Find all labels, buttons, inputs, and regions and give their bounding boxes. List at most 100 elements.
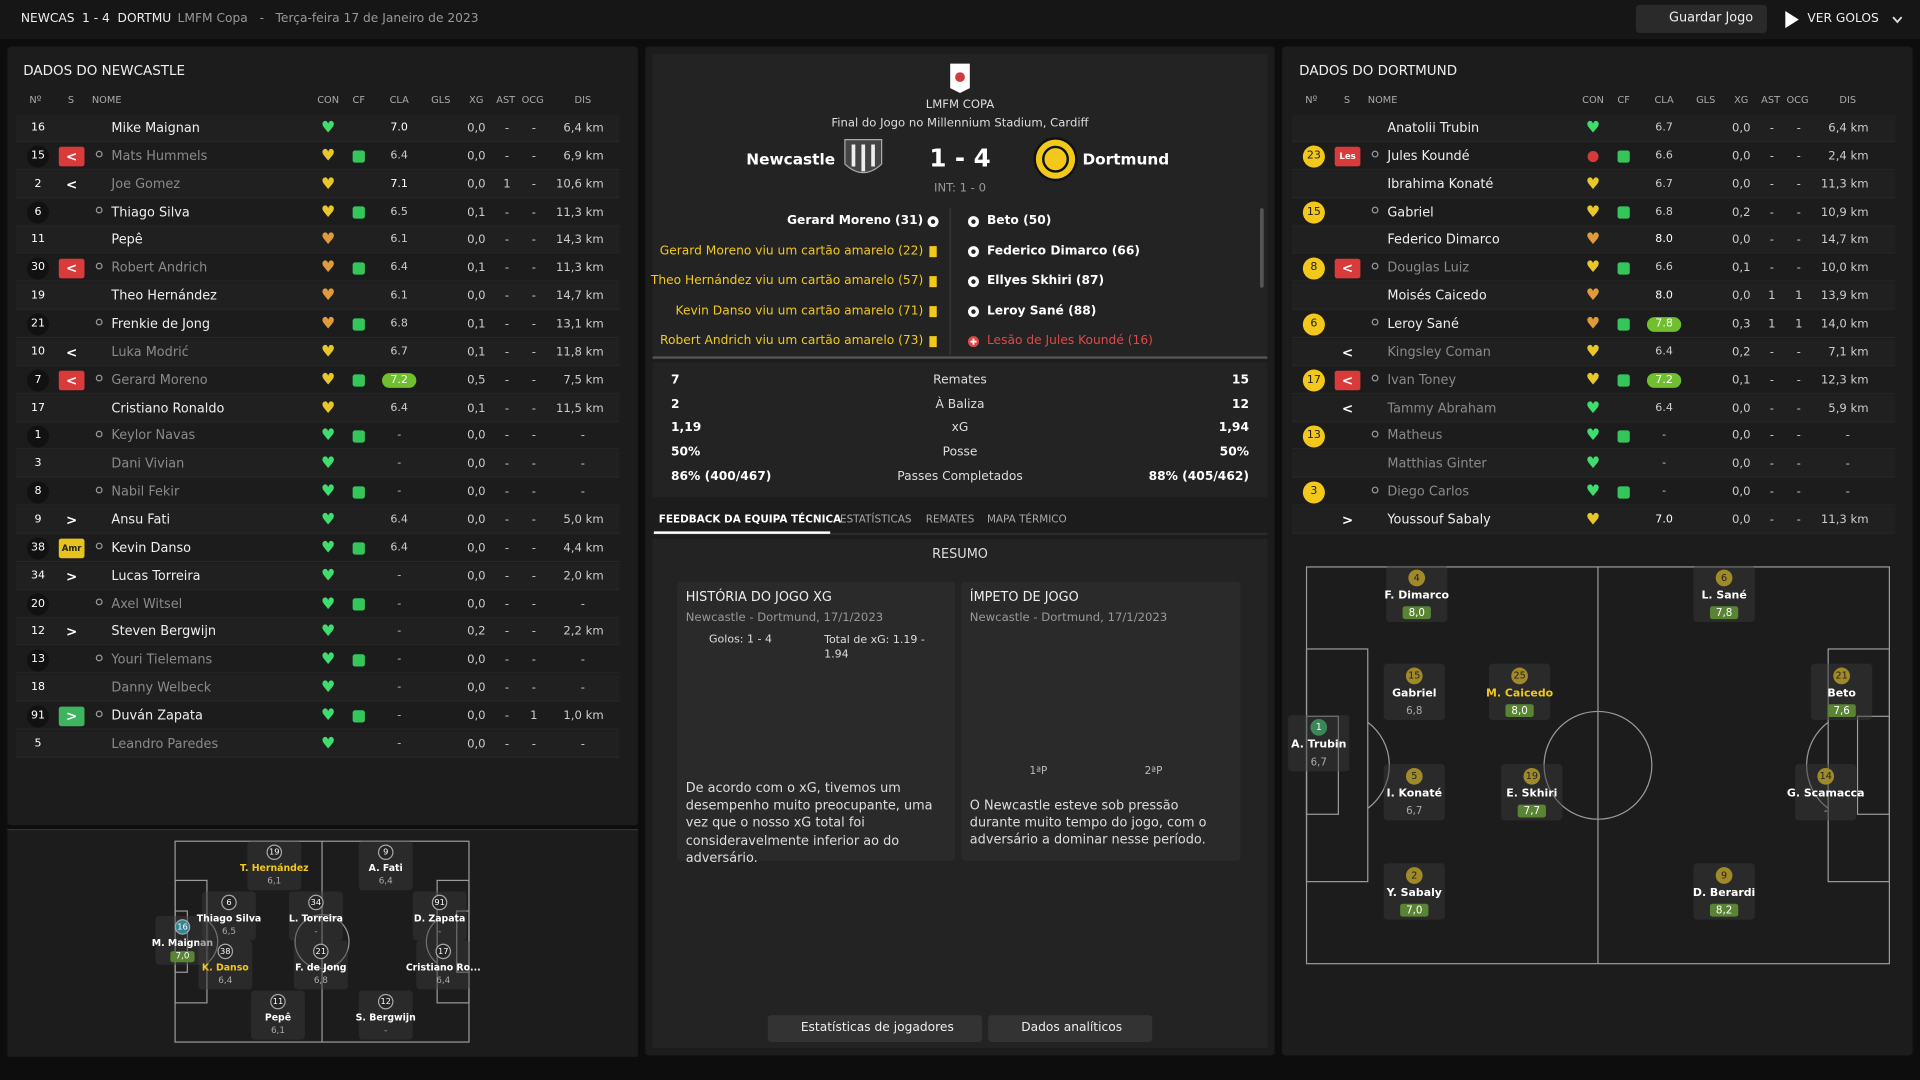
player-name: T. Hernández: [239, 862, 309, 874]
condition: ♥: [321, 706, 336, 726]
number-badge: [1302, 145, 1325, 168]
rating: 6.1: [390, 289, 408, 303]
row: [15, 591, 620, 618]
player-rating: -: [384, 1024, 388, 1036]
chances: -: [531, 205, 536, 220]
button[interactable]: [767, 1015, 983, 1043]
player-token-bg: [1500, 763, 1563, 821]
rating: 7.8: [1655, 317, 1673, 331]
column-header: CLA: [1654, 94, 1674, 106]
player-badge: [1715, 569, 1733, 587]
rating: -: [397, 457, 402, 471]
row: [1291, 255, 1896, 282]
penalty-arc: [1806, 721, 1829, 809]
number-badge: [1302, 313, 1325, 336]
status-badge: [58, 706, 85, 727]
chances: -: [531, 653, 536, 667]
status: >: [65, 568, 78, 585]
save-label[interactable]: Guardar Jogo: [1668, 10, 1754, 26]
distance: 6,4 km: [563, 121, 604, 136]
player-number: 17: [438, 946, 449, 957]
fitness-icon: [352, 542, 365, 555]
number: 7: [1310, 345, 1318, 359]
player-name: Lucas Torreira: [111, 568, 201, 584]
column-header: GLS: [1696, 94, 1716, 106]
tab[interactable]: ESTATÍSTICAS: [840, 514, 912, 527]
save-button[interactable]: [1635, 4, 1767, 34]
player-badge: [1715, 867, 1733, 884]
number: 21: [30, 317, 45, 331]
player-badge: [221, 894, 237, 911]
chances: -: [1796, 149, 1801, 164]
player-rating: 6,4: [218, 974, 233, 986]
row: [15, 535, 620, 562]
condition: ♥: [321, 734, 336, 754]
xg: 0,0: [1731, 513, 1751, 527]
button[interactable]: [988, 1015, 1153, 1043]
distance: 2,0 km: [563, 569, 604, 583]
player-number: 2: [1411, 869, 1418, 881]
player-name: D. Zapata: [413, 912, 466, 924]
xg: 0,2: [467, 625, 486, 639]
fitness-icon: [352, 430, 365, 443]
player-name: Steven Bergwijn: [111, 624, 217, 640]
tab[interactable]: MAPA TÉRMICO: [986, 514, 1067, 527]
player-name: L. Torreira: [288, 912, 343, 924]
row: [15, 199, 620, 227]
assists: -: [504, 541, 510, 555]
centre-circle: [1543, 710, 1653, 820]
player-rating: 7,0: [1406, 904, 1423, 917]
player-name: M. Maignan: [151, 936, 214, 948]
number-badge: [26, 593, 49, 616]
button-label[interactable]: Dados analíticos: [1021, 1021, 1123, 1035]
player-name: Pepê: [111, 232, 143, 248]
rating-pill: [1402, 606, 1431, 620]
row: [1291, 339, 1896, 366]
number-badge: [1302, 257, 1325, 280]
button-label[interactable]: Estatísticas de jogadores: [800, 1021, 954, 1035]
assists: -: [1769, 373, 1774, 387]
chances: 1: [1795, 289, 1803, 304]
tab[interactable]: REMATES: [925, 514, 975, 527]
xg-text: De acordo com o xG, tivemos um desempenh…: [685, 781, 933, 866]
tab[interactable]: FEEDBACK DA EQUIPA TÉCNICA: [658, 514, 842, 527]
number: 5: [1310, 177, 1318, 191]
competition: LMFM Copa: [177, 12, 248, 26]
rating: -: [397, 653, 402, 667]
column-header: NOME: [91, 94, 122, 106]
person-icon: [1371, 486, 1379, 494]
home-stat: 86% (400/467): [671, 469, 772, 484]
status: <: [65, 260, 78, 277]
player-name: Nabil Fekir: [111, 484, 180, 500]
column-header: CON: [1582, 94, 1605, 106]
scrollbar: [1260, 208, 1264, 288]
rating: -: [397, 681, 402, 695]
person-icon: [95, 710, 103, 718]
distance: 1,0 km: [563, 709, 604, 723]
chances: -: [531, 121, 536, 136]
home-event: Theo Hernández viu um cartão amarelo (57…: [650, 274, 924, 288]
stat-label: Remates: [933, 373, 987, 387]
away-crest-ring: [1042, 145, 1069, 173]
column-header: Nº: [29, 94, 42, 106]
rating-pill: [170, 951, 195, 963]
stats-panel: [652, 362, 1268, 498]
status: <: [65, 176, 78, 193]
player-name: F. Dimarco: [1384, 589, 1450, 602]
away-stat: 12: [1231, 397, 1249, 412]
condition: ♥: [1585, 426, 1601, 446]
xg: 0,2: [1731, 345, 1751, 359]
player-rating: 7,6: [1833, 704, 1850, 717]
row: [15, 562, 620, 590]
distance: -: [580, 429, 585, 443]
chances: -: [1796, 205, 1801, 220]
distance: 10,0 km: [1820, 261, 1869, 276]
player-name: Y. Sabaly: [1386, 886, 1442, 900]
goals-label[interactable]: VER GOLOS: [1807, 12, 1879, 26]
assists: -: [504, 681, 510, 695]
row: [1291, 450, 1896, 478]
row: [1291, 479, 1896, 506]
player-token-bg: [1383, 663, 1446, 720]
chances: -: [1796, 233, 1801, 248]
